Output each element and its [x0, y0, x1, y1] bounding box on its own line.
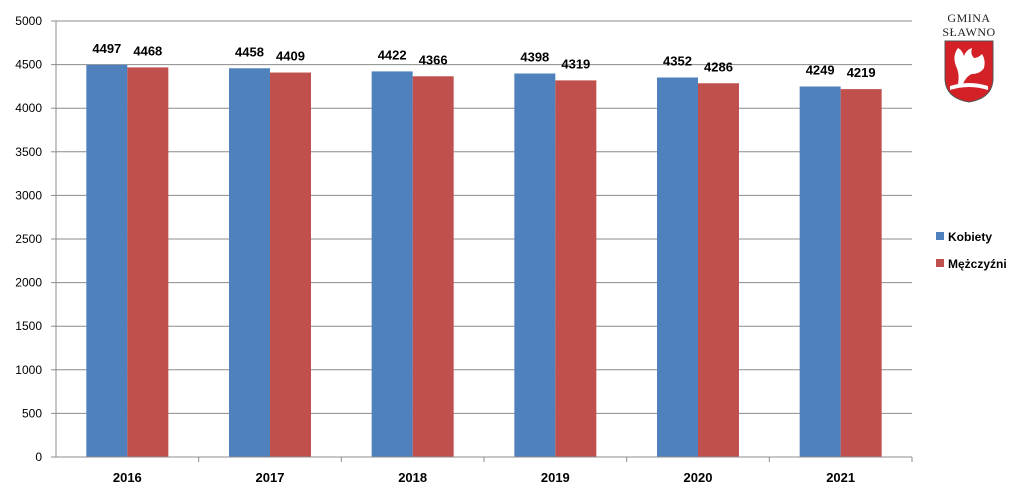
gmina-slawno-logo: GMINA SŁAWNO	[942, 11, 995, 103]
y-tick-label: 2500	[15, 232, 42, 246]
data-label: 4409	[276, 49, 305, 64]
y-tick-label: 3000	[15, 188, 42, 202]
legend: Kobiety Mężczyźni	[936, 230, 1007, 271]
data-label: 4319	[561, 56, 590, 71]
bar-mężczyźni-2019	[555, 80, 597, 457]
labels: 4497 4468 4458 4409 4422 4366 4398 4319 4352 4286…	[92, 41, 875, 80]
axes: 0 500 1000 1500 2000 2500 3000 3500 4000 4500 5000…	[15, 14, 913, 485]
logo-text-line1: GMINA	[947, 11, 990, 25]
legend-swatch-mezczyzni	[936, 259, 944, 267]
bar-kobiety-2016	[86, 64, 128, 457]
data-label: 4468	[133, 43, 162, 58]
griffin-icon	[954, 48, 985, 86]
bar-mężczyźni-2017	[270, 72, 311, 457]
legend-label-mezczyzni: Mężczyźni	[948, 257, 1007, 271]
x-tick-label: 2021	[826, 470, 855, 485]
bar-kobiety-2019	[514, 73, 556, 458]
bar-kobiety-2020	[657, 77, 698, 457]
data-label: 4458	[235, 44, 264, 59]
bar-kobiety-2017	[229, 68, 270, 458]
data-label: 4249	[806, 62, 835, 77]
legend-label-kobiety: Kobiety	[948, 230, 992, 244]
x-tick-label: 2017	[256, 470, 285, 485]
bar-kobiety-2018	[371, 71, 413, 457]
y-tick-label: 1500	[15, 319, 42, 333]
bar-kobiety-2021	[799, 86, 841, 458]
y-tick-label: 5000	[15, 14, 42, 28]
y-tick-label: 3500	[15, 145, 42, 159]
data-label: 4398	[520, 49, 549, 64]
data-label: 4366	[419, 52, 448, 67]
x-tick-label: 2019	[541, 470, 570, 485]
y-tick-label: 4000	[15, 101, 42, 115]
gridlines	[56, 20, 912, 414]
data-label: 4422	[378, 47, 407, 62]
data-label: 4497	[92, 41, 121, 56]
logo-text-line2: SŁAWNO	[942, 25, 995, 39]
bar-mężczyźni-2021	[840, 89, 882, 457]
y-tick-label: 0	[35, 450, 42, 464]
x-tick-label: 2020	[684, 470, 713, 485]
y-tick-label: 500	[22, 406, 42, 420]
data-label: 4352	[663, 54, 692, 69]
x-tick-label: 2016	[113, 470, 142, 485]
y-tick-label: 1000	[15, 363, 42, 377]
legend-swatch-kobiety	[936, 232, 944, 240]
bar-mężczyźni-2016	[127, 67, 169, 457]
y-tick-label: 2000	[15, 276, 42, 290]
data-label: 4219	[847, 65, 876, 80]
bar-mężczyźni-2020	[698, 83, 739, 457]
bar-mężczyźni-2018	[412, 76, 454, 458]
shield-base-wave-icon	[950, 83, 988, 90]
bars	[86, 64, 882, 458]
data-label: 4286	[704, 59, 733, 74]
y-tick-label: 4500	[15, 58, 42, 72]
x-tick-label: 2018	[398, 470, 427, 485]
